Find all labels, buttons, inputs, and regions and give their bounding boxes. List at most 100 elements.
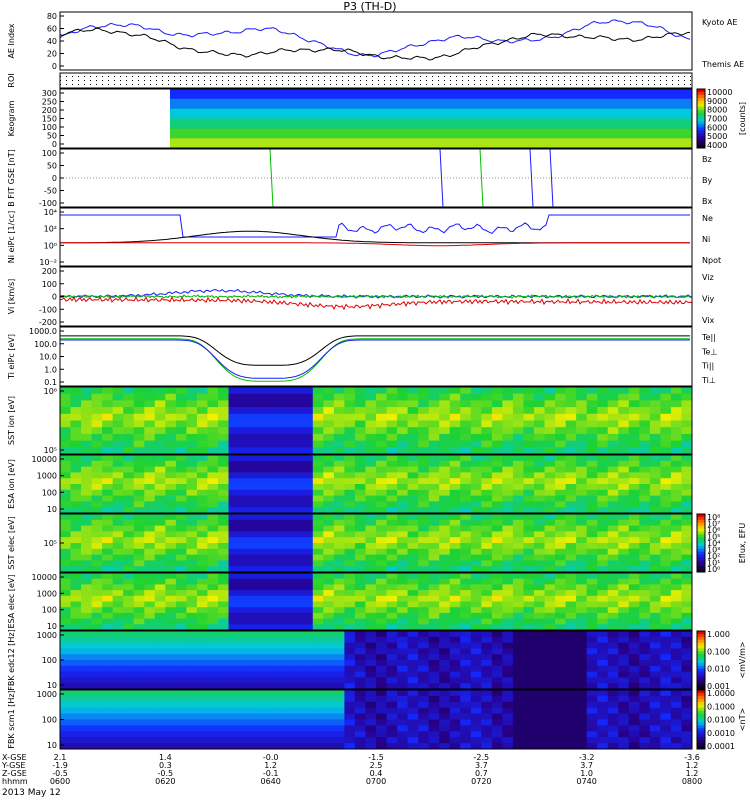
esa_elec-cell: [670, 601, 682, 608]
esa_elec-cell: [565, 595, 577, 602]
fbk_edc-cell: [639, 654, 651, 661]
fbk_scm-cell: [291, 737, 303, 744]
sst_elec-cell: [102, 525, 114, 532]
fbk_scm-cell: [460, 743, 472, 750]
fbk_scm-cell: [555, 725, 567, 732]
esa_ion-cell: [586, 484, 598, 491]
fbk_scm-cell: [386, 695, 398, 703]
esa_ion-cell: [639, 478, 651, 485]
fbk_edc-cell: [544, 648, 556, 655]
esa_elec-cell: [418, 584, 430, 591]
fbk_scm-ylabel: FBK scm1 [Hz]: [7, 690, 16, 748]
esa_elec-cell: [270, 595, 282, 602]
sst_elec-cell: [60, 514, 72, 521]
sst_elec-cell: [123, 537, 135, 544]
esa_elec-cell: [60, 601, 72, 608]
fbk_scm-cell: [312, 707, 324, 715]
sst_ion-cell: [133, 447, 145, 455]
sst_elec-cell: [597, 560, 609, 567]
fbk_edc-cell: [481, 648, 493, 655]
fbk_edc-cell: [470, 636, 482, 644]
fbk_edc-cell: [333, 648, 345, 655]
esa_ion-cell: [102, 484, 114, 491]
fbk_scm-cell: [639, 737, 651, 744]
fbk_scm-cell: [228, 707, 240, 715]
esa_ion-cell: [123, 495, 135, 502]
sst_elec-cell: [534, 525, 546, 532]
fbk_edc-cell: [660, 660, 672, 667]
esa_ion-cell: [639, 455, 651, 462]
velocity-ytick: -100: [39, 305, 57, 314]
sst_ion-ytick: 10⁵: [44, 446, 57, 455]
sst_elec-cell: [439, 548, 451, 556]
esa_elec-cell: [207, 573, 219, 580]
fbk_edc-cell: [302, 665, 314, 673]
fbk_edc-ylabel: FBK edc12 [Hz]: [7, 629, 16, 690]
fbk_edc-cell: [112, 654, 124, 661]
sst_elec-cell: [333, 537, 345, 544]
sst_ion-cell: [207, 413, 219, 421]
sst_ion-cell: [207, 393, 219, 401]
fbk_scm-cell: [154, 701, 166, 709]
esa_elec-cell: [491, 601, 503, 608]
sst_elec-cell: [239, 525, 251, 532]
roi-dot: [414, 80, 415, 81]
esa_elec-cell: [333, 618, 345, 625]
sst_ion-cell: [397, 447, 409, 455]
sst_elec-cell: [586, 560, 598, 567]
fbk_scm-cell: [123, 707, 135, 715]
fbk_scm-cell: [312, 731, 324, 738]
sst_elec-cell: [344, 525, 356, 532]
fbk_scm-cell: [207, 743, 219, 750]
fbk_edc-cell: [291, 671, 303, 678]
fbk_scm-cell: [260, 707, 272, 715]
density-ytick: 10⁴: [44, 208, 57, 217]
esa_elec-cell: [639, 607, 651, 614]
esa_ion-cell: [144, 489, 156, 497]
sst_ion-cell: [386, 433, 398, 442]
sst_ion-cell: [175, 447, 187, 455]
sst_ion-cell: [407, 447, 419, 455]
sst_elec-colorbar-cell: [697, 537, 705, 541]
fbk_scm-cell: [534, 731, 546, 738]
fbk_scm-cell: [281, 731, 293, 738]
sst_ion-cell: [60, 433, 72, 442]
esa_ion-cell: [460, 501, 472, 508]
roi-dot: [678, 76, 679, 77]
fbk_scm-cell: [333, 695, 345, 703]
esa_elec-cell: [534, 590, 546, 597]
fbk_scm-cell: [544, 737, 556, 744]
roi-dot: [528, 76, 529, 77]
sst_ion-cell: [428, 393, 440, 401]
esa_elec-cell: [123, 607, 135, 614]
fbk_scm-cell: [418, 690, 430, 697]
esa_elec-cell: [576, 624, 588, 631]
esa_elec-cell: [165, 573, 177, 580]
esa_elec-cell: [249, 601, 261, 608]
sst_ion-cell: [281, 427, 293, 435]
fbk_edc-cell: [354, 660, 366, 667]
sst_ion-cell: [481, 420, 493, 428]
fbk_edc-cell: [344, 671, 356, 678]
fbk_edc-cell: [565, 677, 577, 684]
esa_elec-cell: [239, 624, 251, 631]
fbk_scm-cell: [323, 695, 335, 703]
fbk_edc-colorbar-cell: [697, 680, 705, 684]
roi-dot: [288, 76, 289, 77]
density-legend: Ne: [702, 214, 713, 223]
fbk_scm-cell: [555, 743, 567, 750]
fbk_edc-cell: [628, 683, 640, 690]
esa_elec-cell: [428, 573, 440, 580]
esa_ion-cell: [439, 484, 451, 491]
sst_elec-cell: [639, 519, 651, 527]
esa_ion-cell: [607, 501, 619, 508]
esa_elec-cell: [60, 607, 72, 614]
sst_ion-cell: [154, 393, 166, 401]
fbk_scm-cell: [302, 743, 314, 750]
roi-dot: [204, 80, 205, 81]
sst_ion-cell: [449, 440, 461, 448]
sst_elec-cell: [397, 519, 409, 527]
roi-dot: [276, 76, 277, 77]
roi-dot: [468, 76, 469, 77]
fbk_scm-cell: [102, 695, 114, 703]
